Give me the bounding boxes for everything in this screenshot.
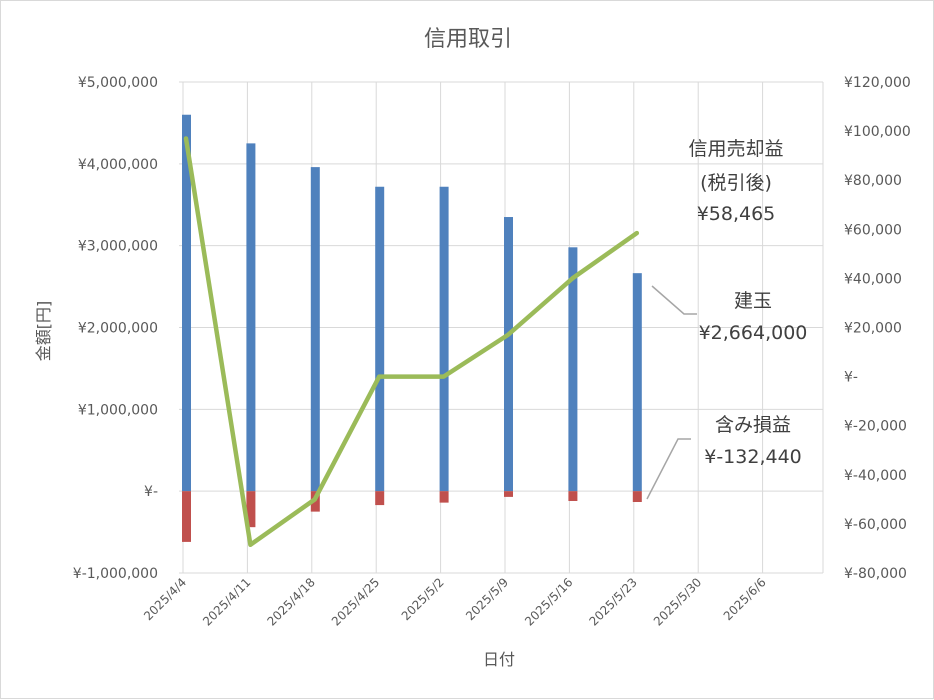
chart-title: 信用取引 (424, 27, 512, 52)
left-tick-label: ¥4,000,000 (78, 157, 158, 173)
x-tick-label: 2025/4/4 (141, 575, 189, 623)
right-tick-label: ¥20,000 (844, 321, 902, 337)
left-tick-label: ¥-1,000,000 (73, 566, 158, 582)
series-line (183, 136, 640, 548)
x-axis-labels: 2025/4/4 2025/4/11 2025/4/18 2025/4/25 2025/… (141, 575, 769, 628)
callout-unrealized: 含み損益 ¥-132,440 (646, 414, 802, 500)
right-tick-label: ¥- (844, 370, 858, 386)
callout-unrealized-value: ¥-132,440 (704, 446, 802, 468)
right-tick-label: ¥-80,000 (844, 566, 907, 582)
x-tick-label: 2025/4/18 (265, 575, 318, 628)
bar (504, 217, 513, 492)
bar (246, 491, 256, 528)
right-tick-label: ¥-40,000 (844, 468, 907, 484)
bar (568, 491, 578, 501)
left-tick-label: ¥2,000,000 (78, 321, 158, 337)
callout-unrealized-title: 含み損益 (715, 414, 791, 436)
callout-sell-profit-subtitle: (税引後) (700, 172, 772, 194)
x-tick-label: 2025/5/16 (522, 575, 575, 628)
bar (375, 491, 385, 506)
bar (182, 114, 191, 492)
bar (568, 247, 578, 492)
callout-sell-profit-title: 信用売却益 (688, 138, 783, 160)
right-tick-label: ¥120,000 (844, 75, 911, 91)
left-tick-label: ¥- (144, 484, 158, 500)
bar (375, 186, 385, 492)
y-axis-title: 金額[円] (34, 301, 53, 362)
right-axis-labels: ¥-80,000 ¥-60,000 ¥-40,000 ¥-20,000 ¥- ¥20,00… (844, 75, 911, 582)
callout-sell-profit: 信用売却益 (税引後) ¥58,465 (688, 138, 783, 225)
x-tick-label: 2025/5/9 (463, 575, 511, 623)
x-axis-title: 日付 (483, 650, 515, 669)
bar (439, 491, 449, 503)
bar (310, 167, 320, 492)
x-tick-label: 2025/5/2 (399, 575, 447, 623)
callout-position-title: 建玉 (734, 290, 772, 312)
right-tick-label: ¥100,000 (844, 124, 911, 140)
right-tick-label: ¥-60,000 (844, 517, 907, 533)
x-tick-label: 2025/4/25 (329, 575, 382, 628)
bar (632, 273, 642, 492)
x-tick-label: 2025/4/11 (200, 575, 253, 628)
left-axis-labels: ¥-1,000,000 ¥- ¥1,000,000 ¥2,000,000 ¥3,000,… (73, 75, 158, 582)
bar (504, 491, 513, 497)
bar (439, 186, 449, 492)
left-tick-label: ¥3,000,000 (78, 239, 158, 255)
callout-position: 建玉 ¥2,664,000 (651, 285, 808, 344)
right-tick-label: ¥80,000 (844, 173, 902, 189)
right-tick-label: ¥40,000 (844, 271, 902, 287)
left-tick-label: ¥5,000,000 (78, 75, 158, 91)
left-tick-label: ¥1,000,000 (78, 402, 158, 418)
callout-position-leader (651, 285, 697, 315)
callout-unrealized-leader (646, 438, 691, 500)
callout-position-value: ¥2,664,000 (699, 322, 808, 344)
x-tick-label: 2025/6/6 (721, 575, 769, 623)
bar (632, 491, 642, 503)
right-tick-label: ¥-20,000 (844, 419, 907, 435)
line-series (183, 136, 640, 548)
x-tick-label: 2025/5/30 (651, 575, 704, 628)
x-tick-label: 2025/5/23 (587, 575, 640, 628)
bar (246, 143, 256, 492)
bar (182, 491, 191, 542)
right-tick-label: ¥60,000 (844, 222, 902, 238)
bars (182, 114, 642, 542)
callout-sell-profit-value: ¥58,465 (697, 203, 776, 225)
